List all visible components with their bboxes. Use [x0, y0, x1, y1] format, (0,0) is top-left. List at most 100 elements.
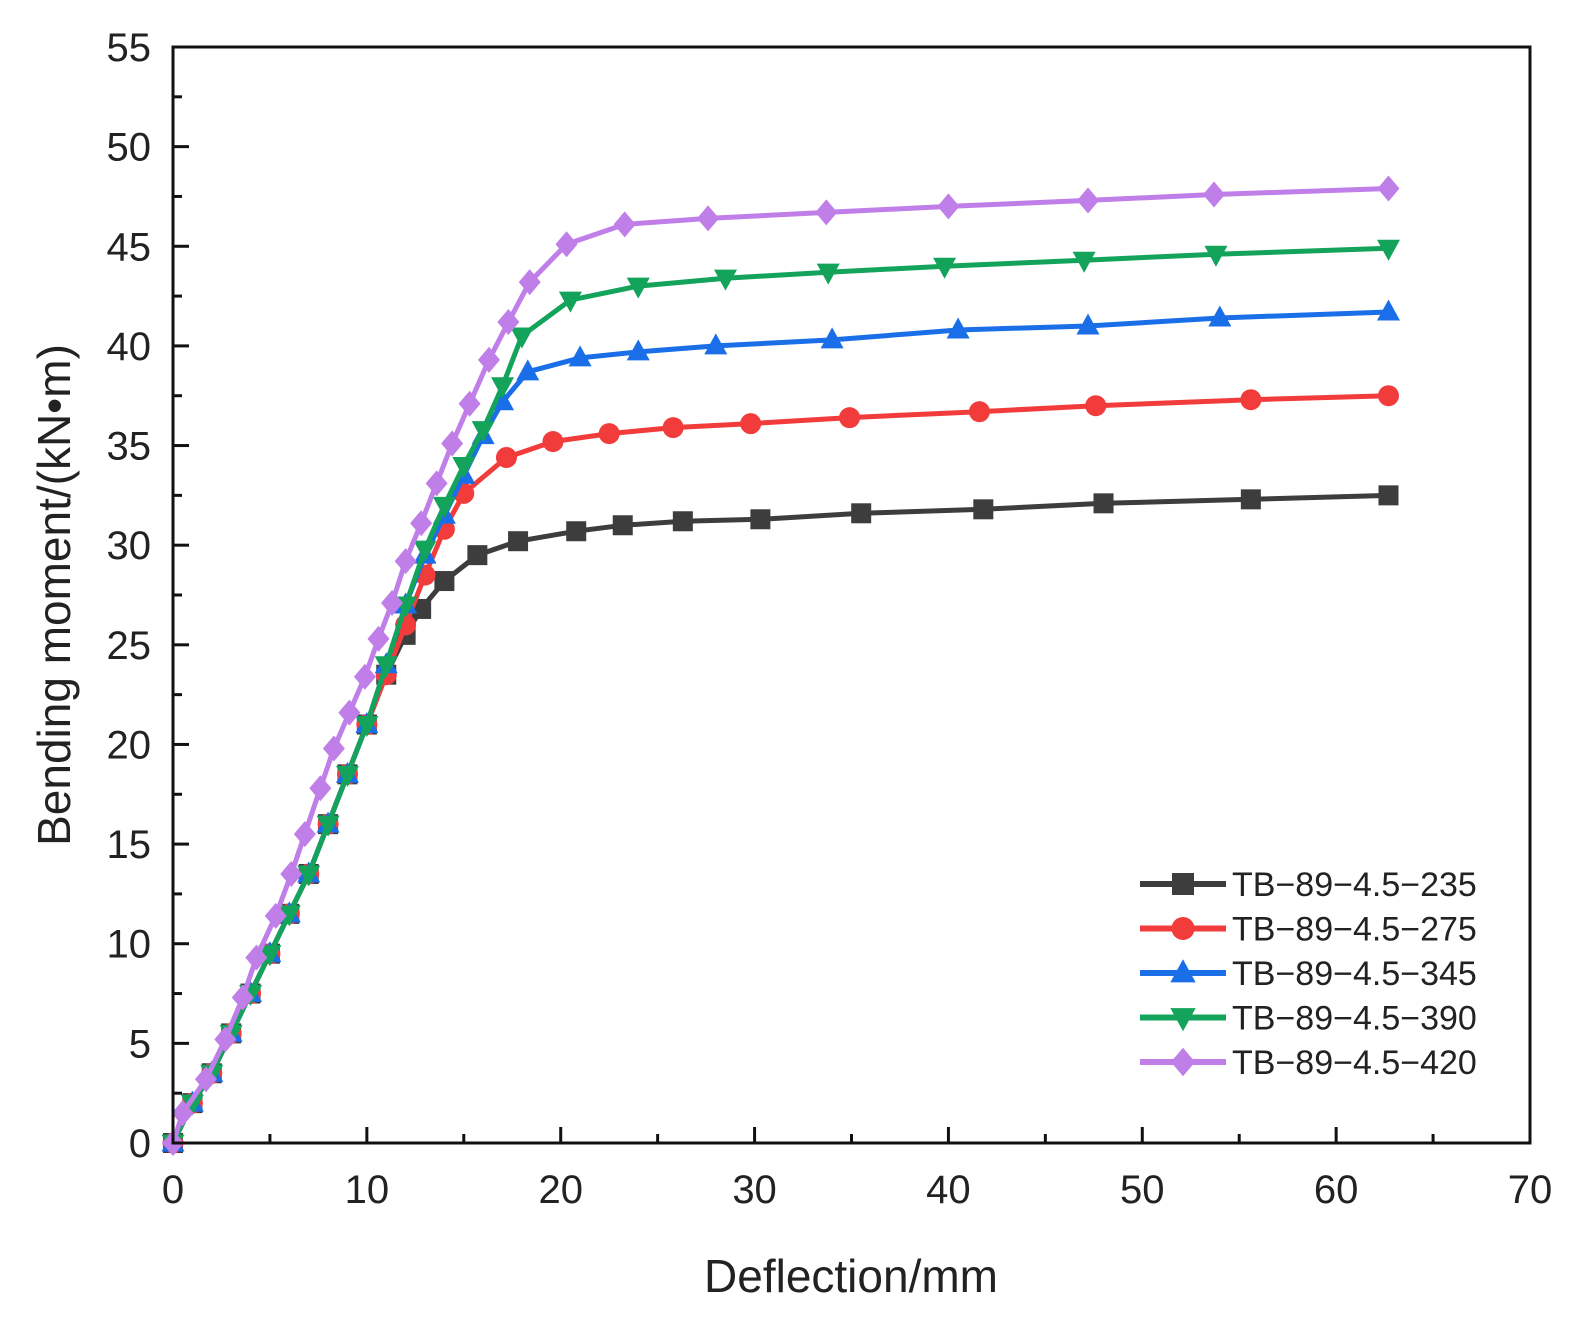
data-point	[338, 699, 361, 726]
y-tick-label: 35	[107, 425, 152, 469]
data-point	[452, 456, 476, 478]
data-point	[820, 327, 844, 349]
y-axis-title: Bending moment/(kN•m)	[28, 344, 80, 846]
data-point	[316, 815, 340, 837]
x-tick-label: 50	[1120, 1168, 1165, 1212]
data-point	[231, 984, 254, 1011]
data-point	[277, 905, 301, 927]
data-point	[1076, 313, 1100, 335]
data-point	[973, 499, 994, 520]
data-point	[968, 401, 990, 423]
y-tick-label: 55	[107, 26, 152, 70]
legend: TB−89−4.5−235 TB−89−4.5−275 TB−89−4.5−345 T…	[1140, 866, 1477, 1082]
data-point	[612, 515, 633, 536]
data-point	[1093, 493, 1114, 514]
y-tick-label: 20	[107, 723, 152, 767]
x-tick-label: 70	[1508, 1168, 1553, 1212]
data-point	[937, 193, 960, 220]
y-tick-label: 5	[129, 1022, 151, 1066]
x-tick-label: 10	[345, 1168, 390, 1212]
data-point	[626, 339, 650, 361]
data-point	[432, 496, 456, 518]
data-point	[1170, 1047, 1196, 1077]
data-point	[293, 821, 316, 848]
data-point	[1085, 395, 1107, 417]
x-axis-title: Deflection/mm	[704, 1250, 998, 1302]
data-point	[355, 716, 379, 738]
series-line	[170, 186, 1389, 1144]
y-tick-label: 25	[107, 624, 152, 668]
data-point	[1240, 489, 1261, 510]
data-point	[381, 589, 404, 616]
series-line	[170, 492, 1389, 1145]
data-point	[510, 327, 534, 349]
series-1	[163, 485, 1399, 1153]
data-point	[367, 625, 390, 652]
data-point	[1378, 485, 1399, 506]
data-point	[353, 663, 376, 690]
legend-item: TB−89−4.5−420	[1140, 1044, 1477, 1082]
data-point	[1203, 181, 1226, 208]
legend-label: TB−89−4.5−345	[1232, 955, 1477, 993]
data-point	[613, 211, 636, 238]
data-point	[558, 291, 582, 313]
data-point	[245, 944, 268, 971]
data-point	[194, 1066, 217, 1093]
data-point	[568, 345, 592, 367]
y-tick-label: 10	[107, 923, 152, 967]
data-point	[1172, 873, 1194, 895]
data-point	[425, 470, 448, 497]
data-point	[851, 503, 872, 524]
data-point	[815, 199, 838, 226]
legend-label: TB−89−4.5−235	[1232, 866, 1477, 904]
data-point	[258, 945, 282, 967]
data-point	[518, 269, 541, 296]
legend-label: TB−89−4.5−275	[1232, 911, 1477, 949]
data-point	[839, 407, 861, 429]
series-4	[161, 239, 1400, 1156]
y-tick-label: 50	[107, 126, 152, 170]
y-axis-tick-labels: 0 5 10 15 20 25 30 35 40 45 50 55	[107, 26, 152, 1166]
data-point	[542, 431, 564, 453]
legend-label: TB−89−4.5−420	[1232, 1044, 1477, 1082]
data-point	[740, 413, 762, 435]
data-point	[1376, 239, 1400, 261]
data-point	[491, 377, 515, 399]
data-point	[750, 509, 771, 530]
data-point	[180, 1094, 204, 1116]
data-point	[626, 277, 650, 299]
data-point	[1240, 389, 1262, 411]
data-point	[713, 269, 737, 291]
series-layer	[161, 175, 1400, 1156]
x-tick-label: 40	[926, 1168, 971, 1212]
data-point	[933, 257, 957, 279]
data-point	[1072, 251, 1096, 273]
data-point	[1377, 175, 1400, 202]
data-point	[1170, 959, 1196, 983]
data-point	[1077, 187, 1100, 214]
data-point	[508, 531, 529, 552]
x-tick-label: 30	[732, 1168, 777, 1212]
data-point	[497, 308, 520, 335]
legend-label: TB−89−4.5−390	[1232, 1000, 1477, 1038]
y-tick-label: 40	[107, 325, 152, 369]
data-point	[1208, 305, 1232, 327]
data-point	[555, 231, 578, 258]
data-point	[672, 511, 693, 532]
data-point	[1376, 299, 1400, 321]
legend-item: TB−89−4.5−275	[1140, 911, 1477, 949]
data-point	[495, 447, 517, 469]
legend-item: TB−89−4.5−345	[1140, 955, 1477, 993]
data-point	[816, 263, 840, 285]
y-tick-label: 0	[129, 1122, 151, 1166]
data-point	[413, 540, 437, 562]
data-point	[335, 765, 359, 787]
data-point	[516, 359, 540, 381]
legend-item: TB−89−4.5−390	[1140, 1000, 1477, 1038]
data-point	[374, 656, 398, 678]
data-point	[1377, 385, 1399, 407]
data-point	[394, 548, 417, 575]
data-point	[441, 430, 464, 457]
data-point	[697, 205, 720, 232]
